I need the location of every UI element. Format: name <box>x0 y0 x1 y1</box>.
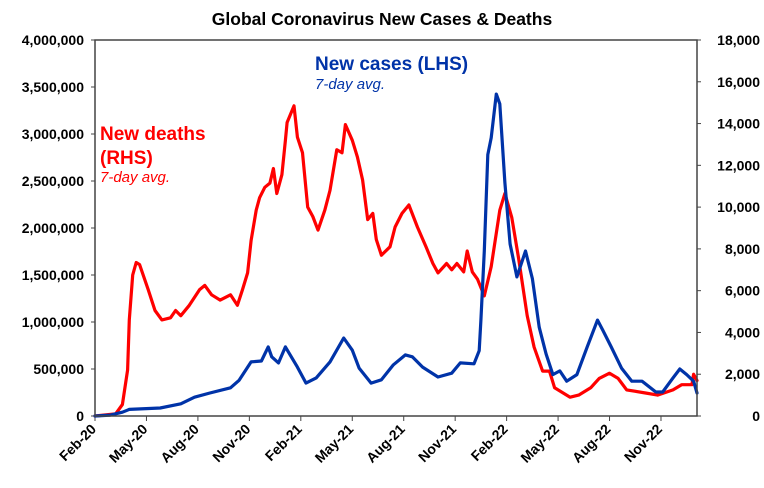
right-axis-tick-label: 16,000 <box>717 74 760 90</box>
left-axis-tick-label: 1,000,000 <box>22 314 84 330</box>
x-axis-ticks: Feb-20 May-20 Aug-20 Nov-20 Feb-21 May-21 Aug-… <box>56 416 665 466</box>
right-axis-tick-label: 8,000 <box>725 241 760 257</box>
left-axis-tick-label: 2,000,000 <box>22 220 84 236</box>
x-axis-tick-label: May-21 <box>312 421 357 466</box>
new-cases-line <box>93 92 699 418</box>
left-axis-tick-label: 500,000 <box>33 361 84 377</box>
x-axis-tick-label: May-22 <box>517 421 562 466</box>
chart-title: Global Coronavirus New Cases & Deaths <box>212 9 553 29</box>
x-axis-tick-label: Nov-22 <box>621 421 665 465</box>
legend-deaths-subtitle: 7-day avg. <box>100 169 170 186</box>
left-axis-tick-label: 0 <box>76 408 84 424</box>
left-axis-tick-label: 1,500,000 <box>22 267 84 283</box>
x-axis-tick-label: May-20 <box>106 421 151 466</box>
x-axis-tick-label: Nov-20 <box>209 421 253 465</box>
left-axis-tick-label: 4,000,000 <box>22 32 84 48</box>
left-axis-tick-label: 3,000,000 <box>22 126 84 142</box>
right-axis-tick-label: 14,000 <box>717 116 760 132</box>
right-axis-tick-label: 18,000 <box>717 32 760 48</box>
plot-frame <box>94 39 698 417</box>
right-axis-ticks: 0 2,000 4,000 6,000 8,000 10,000 12,000 14,000 1… <box>697 32 760 424</box>
x-axis-tick-label: Aug-21 <box>363 421 408 466</box>
right-axis-tick-label: 6,000 <box>725 283 760 299</box>
series-lines <box>93 92 699 418</box>
x-axis-tick-label: Aug-22 <box>569 421 614 466</box>
left-axis-tick-label: 2,500,000 <box>22 173 84 189</box>
right-axis-tick-label: 12,000 <box>717 157 760 173</box>
right-axis-tick-label: 10,000 <box>717 199 760 215</box>
right-axis-tick-label: 4,000 <box>725 324 760 340</box>
x-axis-tick-label: Feb-21 <box>262 421 305 464</box>
x-axis-tick-label: Nov-21 <box>415 421 459 465</box>
legend-deaths-label-line1: New deaths <box>100 124 206 145</box>
legend-cases-subtitle: 7-day avg. <box>315 76 385 93</box>
left-axis-ticks: 0 500,000 1,000,000 1,500,000 2,000,000 2,500… <box>22 32 95 424</box>
x-axis-tick-label: Aug-20 <box>157 421 202 466</box>
right-axis-tick-label: 2,000 <box>725 366 760 382</box>
x-axis-tick-label: Feb-20 <box>56 421 99 464</box>
legend-deaths-label-line2: (RHS) <box>100 148 153 169</box>
x-axis-tick-label: Feb-22 <box>468 421 511 464</box>
new-deaths-line <box>93 104 699 418</box>
legend-cases-label: New cases (LHS) <box>315 54 468 75</box>
right-axis-tick-label: 0 <box>752 408 760 424</box>
left-axis-tick-label: 3,500,000 <box>22 79 84 95</box>
